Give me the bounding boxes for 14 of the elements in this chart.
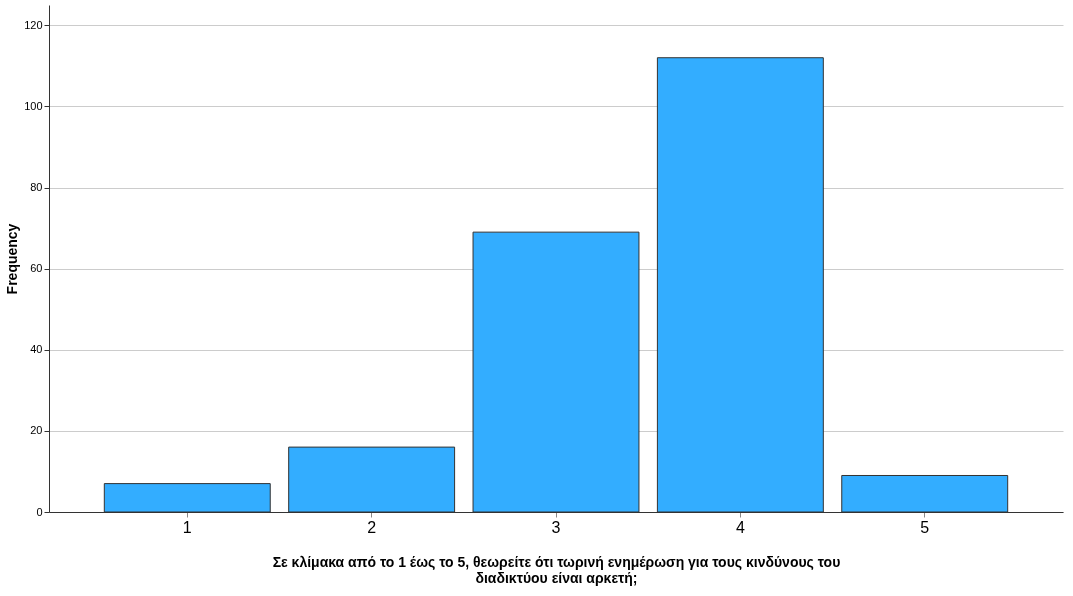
y-tick-label: 40 <box>30 343 43 356</box>
x-tick-label: 1 <box>182 518 192 536</box>
x-tick-label: 4 <box>735 518 745 536</box>
x-tick-label: 3 <box>551 518 561 536</box>
y-tick-label: 20 <box>30 424 43 437</box>
y-tick-label: 80 <box>30 181 43 194</box>
y-axis-title: Frequency <box>4 223 21 295</box>
x-axis-title: Σε κλίμακα από το 1 έως το 5, θεωρείτε ότι τωρινή ενημέρωση για τους κινδύνους του διαδικτύου είναι αρκετή; <box>272 553 841 586</box>
y-tick-label: 0 <box>36 505 43 518</box>
x-tick-label: 2 <box>367 518 377 536</box>
y-tick-label: 60 <box>30 262 43 275</box>
x-tick-label: 5 <box>920 518 930 536</box>
y-tick-label: 100 <box>24 99 43 112</box>
y-tick-label: 120 <box>24 18 43 31</box>
